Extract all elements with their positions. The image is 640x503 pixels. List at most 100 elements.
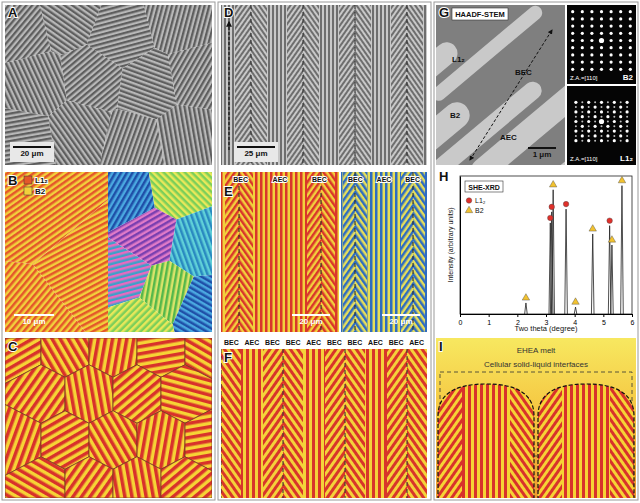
diffraction-spot <box>571 17 574 20</box>
diffraction-spot <box>590 10 593 13</box>
grain-fill <box>5 338 212 498</box>
peak-marker <box>563 201 569 207</box>
diffraction-spot <box>574 101 577 104</box>
grain <box>5 338 212 498</box>
diffraction-spot <box>619 125 622 128</box>
bec-lamellae <box>413 172 425 332</box>
scale-bar <box>14 314 54 316</box>
region-label: BEC <box>265 339 280 346</box>
diffraction-spot <box>626 101 629 104</box>
diffraction-spot <box>600 130 603 133</box>
diffraction-spot <box>619 17 622 20</box>
diffraction-spot <box>629 32 632 35</box>
grain-fill <box>5 5 212 165</box>
cell-boundary <box>321 172 322 332</box>
grain-fill <box>108 172 212 332</box>
diffraction-spot <box>626 125 628 127</box>
grain <box>5 5 212 165</box>
diffraction-spot <box>619 32 622 35</box>
grain-fill <box>5 5 212 165</box>
phase-label: BEC <box>515 68 532 77</box>
grain <box>5 338 212 498</box>
scale-bar-label: 25 μm <box>244 149 267 158</box>
diffraction-spot <box>600 53 603 56</box>
grain-fill <box>108 172 212 332</box>
panel-label: B <box>8 173 17 188</box>
cell-boundary <box>251 5 252 165</box>
diffraction-spot <box>610 46 613 49</box>
grain-fill <box>5 338 212 498</box>
diffraction-spot <box>588 125 590 127</box>
y-axis-title: Intensity (arbitrary units) <box>447 207 455 282</box>
diffraction-spot <box>620 111 622 113</box>
diffraction-spot <box>600 10 603 13</box>
grain <box>5 338 212 498</box>
grain <box>5 338 212 498</box>
peak <box>591 234 594 314</box>
diffraction-spot <box>587 130 590 133</box>
grains <box>5 5 212 165</box>
grain-boundary <box>5 457 65 498</box>
region-label: AEC <box>368 339 383 346</box>
grain <box>5 338 212 498</box>
cell-boundary <box>221 349 222 498</box>
diffraction-spot <box>601 106 603 108</box>
grain-fill <box>5 338 212 498</box>
diffraction-spot <box>600 25 603 28</box>
cell-boundary <box>303 5 304 165</box>
x-tick-label: 0 <box>459 319 463 326</box>
scale-bar-bg <box>10 142 54 162</box>
region-label: BEC <box>224 339 239 346</box>
grain-boundary <box>113 457 161 498</box>
region-label: BEC <box>348 339 363 346</box>
grain-fill <box>5 338 212 498</box>
cell-boundary <box>283 349 284 498</box>
cell <box>438 384 534 498</box>
diffraction-spot <box>620 130 622 132</box>
diffraction-spot <box>610 39 613 42</box>
diffraction-spot <box>581 111 583 113</box>
diffraction-spot <box>613 139 616 142</box>
grain-fill <box>5 338 212 498</box>
region-label: BEC <box>312 176 327 183</box>
diffraction-spot <box>599 38 604 43</box>
bec-lamellae <box>345 349 365 498</box>
scale-bar-label: 1 μm <box>533 150 552 159</box>
bec-lamellae <box>221 349 241 498</box>
diffraction-spot <box>613 120 616 123</box>
cell <box>538 384 634 498</box>
cell-boundary <box>239 172 240 332</box>
peak <box>565 209 568 314</box>
grain <box>108 172 212 332</box>
zone-axis: Z.A.=[110] <box>570 156 598 162</box>
phase-label: B2 <box>450 111 461 120</box>
x-tick-mark <box>632 314 633 317</box>
chart-title-box <box>465 181 503 192</box>
phase-label: L1₂ <box>35 176 48 185</box>
grain-fill <box>5 338 212 498</box>
diffraction-spot <box>581 106 584 109</box>
grain-fill <box>5 338 212 498</box>
peak-marker <box>522 294 529 300</box>
diffraction-spot <box>607 121 609 123</box>
diffraction-spot <box>600 61 603 64</box>
diffraction-spot <box>610 32 613 35</box>
grain <box>5 338 212 498</box>
grain <box>5 5 212 165</box>
bec-lamellae <box>387 349 407 498</box>
grain-fill <box>5 5 212 165</box>
diffraction-spot <box>587 101 590 104</box>
interface-label: Cellular solid-liquid interfaces <box>484 360 588 369</box>
b2-lamella <box>519 117 565 165</box>
b2-lamella <box>466 72 565 165</box>
diffraction-spot <box>571 68 574 71</box>
panel-label: A <box>8 5 18 20</box>
grain-fill <box>5 172 108 332</box>
legend-marker <box>466 198 472 204</box>
diffraction-spot <box>574 120 577 123</box>
diffraction-spot <box>613 116 615 118</box>
diffraction-spot <box>581 140 583 142</box>
grain <box>5 5 212 165</box>
grain <box>5 338 212 498</box>
scale-bar <box>292 314 330 316</box>
